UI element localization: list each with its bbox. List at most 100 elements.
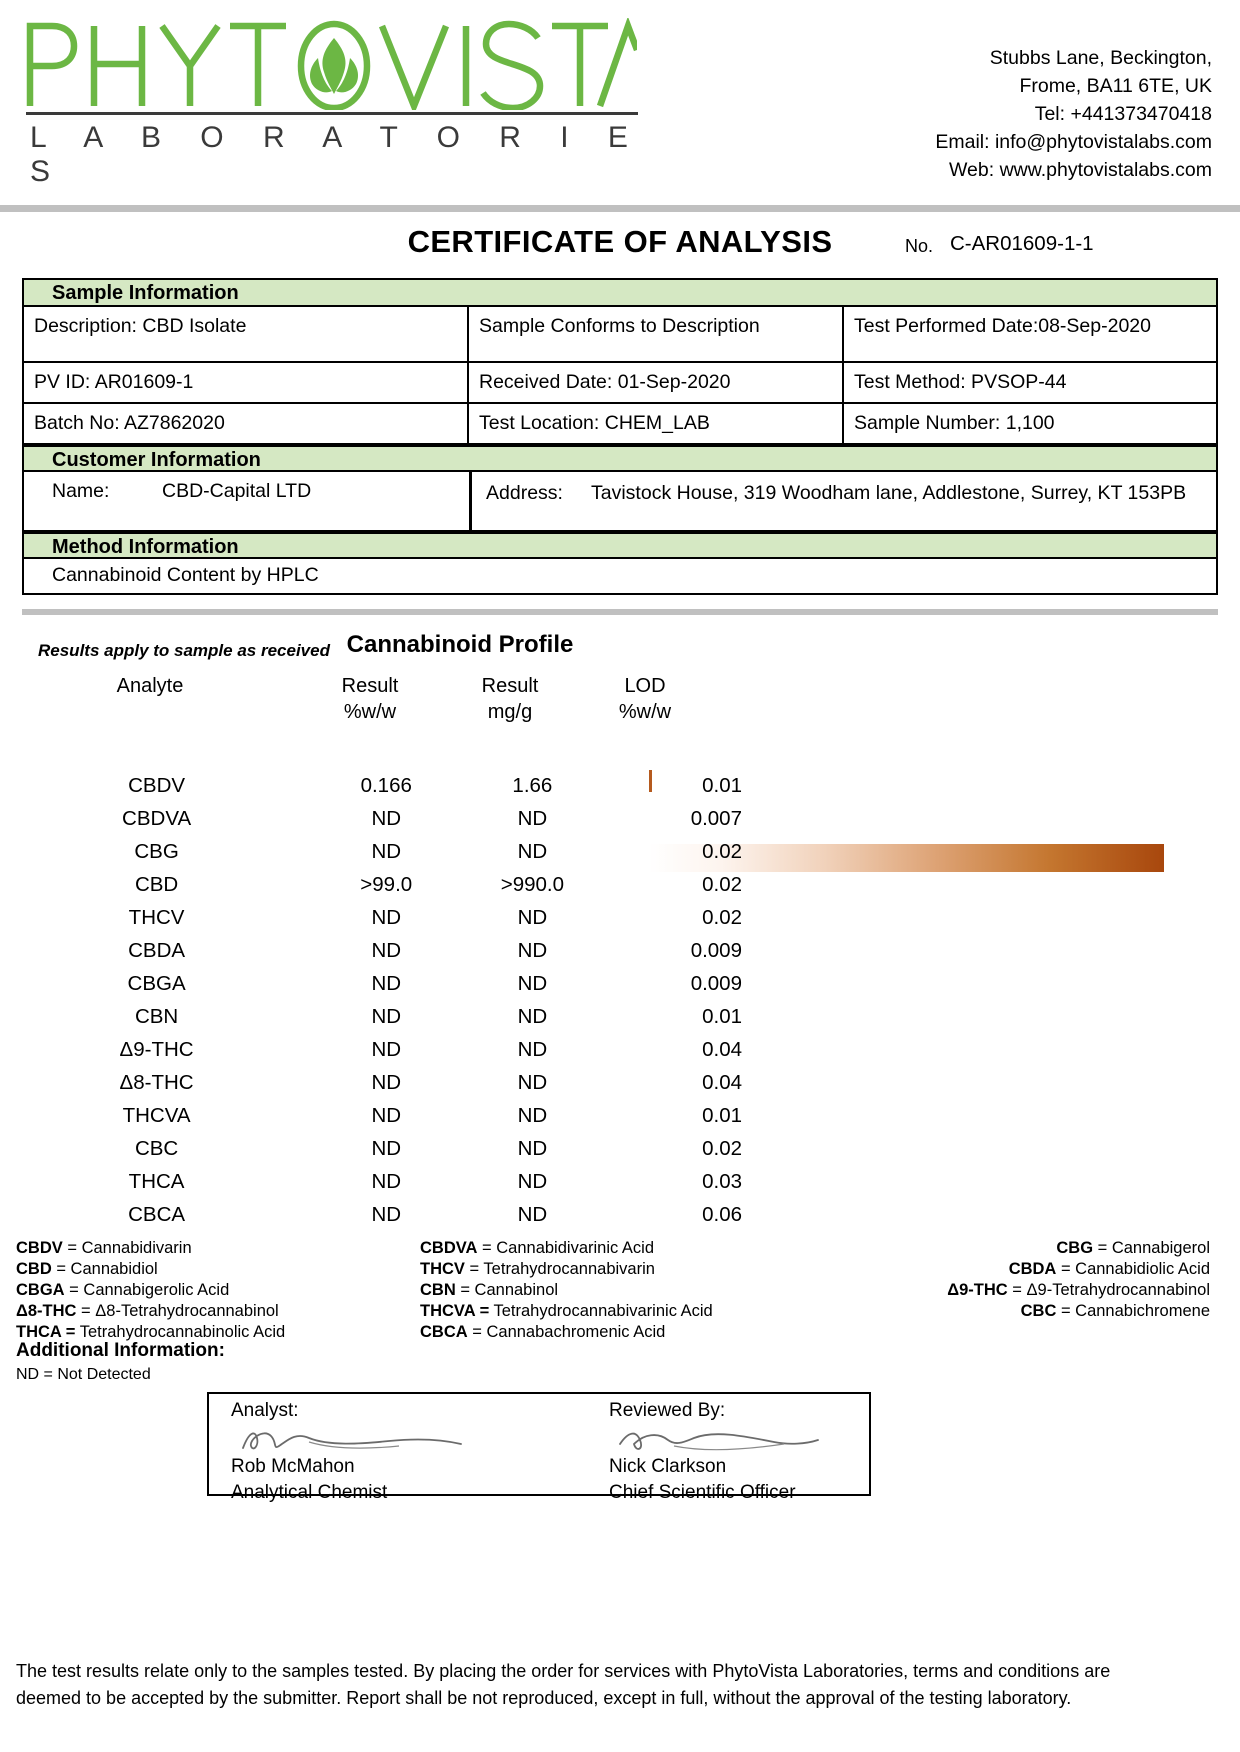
analyte-result-mgg: ND xyxy=(517,1202,548,1226)
analyte-lod: 0.02 xyxy=(702,1136,742,1160)
analyte-result-mgg: 1.66 xyxy=(512,773,553,797)
analyte-lod: 0.009 xyxy=(690,938,742,962)
column-header-lod-line2: %w/w xyxy=(618,701,672,723)
customer-address-value: Tavistock House, 319 Woodham lane, Addle… xyxy=(591,482,1187,504)
logo-subtitle: L A B O R A T O R I E S xyxy=(30,121,644,188)
table-row: CBDVA ND ND 0.007 xyxy=(0,802,760,835)
certificate-number-value: C-AR01609-1-1 xyxy=(950,232,1094,255)
analyte-name: CBN xyxy=(134,1004,179,1028)
analyte-lod: 0.04 xyxy=(702,1070,742,1094)
table-row: CBCA ND ND 0.06 xyxy=(0,1198,760,1231)
reviewer-signature-icon xyxy=(619,1432,819,1451)
contact-email: Email: info@phytovistalabs.com xyxy=(935,131,1212,153)
analyte-result-mgg: ND xyxy=(517,1169,548,1193)
legend-abbr: THCV xyxy=(420,1260,465,1278)
table-row: PV ID: AR01609-1 Received Date: 01-Sep-2… xyxy=(24,363,1216,404)
logo-wordmark xyxy=(22,18,662,110)
customer-row: Name: CBD-Capital LTD Address: Tavistock… xyxy=(24,472,1216,532)
legend-item: CBC = Cannabichromene xyxy=(870,1301,1240,1322)
legend-item: Δ9-THC = Δ9-Tetrahydrocannabinol xyxy=(870,1280,1240,1301)
footer-line-1: The test results relate only to the samp… xyxy=(16,1661,1111,1681)
analyte-name: CBGA xyxy=(127,971,186,995)
analyte-name: Δ8-THC xyxy=(119,1070,194,1094)
footer-disclaimer: The test results relate only to the samp… xyxy=(16,1658,1224,1712)
information-tables: Sample Information Description: CBD Isol… xyxy=(22,278,1218,595)
legend-def: Tetrahydrocannabinolic Acid xyxy=(75,1323,286,1341)
legend-def: = Cannabidivarinic Acid xyxy=(477,1239,655,1257)
analyte-lod: 0.01 xyxy=(702,773,742,797)
contact-address-line1: Stubbs Lane, Beckington, xyxy=(989,47,1212,69)
column-header-result-pct-line2: %w/w xyxy=(343,701,397,723)
analyte-result-pct: ND xyxy=(371,1136,402,1160)
analyst-label: Analyst: xyxy=(231,1400,299,1421)
table-row: CBDV 0.166 1.66 0.01 xyxy=(0,769,760,802)
legend-def: = Δ9-Tetrahydrocannabinol xyxy=(1007,1281,1210,1299)
analyte-lod: 0.009 xyxy=(690,971,742,995)
additional-information-heading: Additional Information: xyxy=(16,1340,225,1361)
analyte-result-pct: ND xyxy=(371,938,402,962)
legend-abbr: CBN xyxy=(420,1281,456,1299)
nd-definition-note: ND = Not Detected xyxy=(16,1366,151,1383)
legend-def: Tetrahydrocannabivarinic Acid xyxy=(489,1302,713,1320)
analyst-signature-icon xyxy=(242,1432,462,1450)
table-row: Batch No: AZ7862020 Test Location: CHEM_… xyxy=(24,404,1216,445)
analyte-result-mgg: ND xyxy=(517,938,548,962)
batch-no: Batch No: AZ7862020 xyxy=(24,404,469,443)
column-header-result-mgg-line2: mg/g xyxy=(487,701,533,723)
sample-information-band: Sample Information xyxy=(24,280,1216,307)
legend-item: Δ8-THC = Δ8-Tetrahydrocannabinol xyxy=(16,1301,420,1322)
brand-logo: L A B O R A T O R I E S xyxy=(22,18,662,189)
analyte-name: CBDA xyxy=(128,938,186,962)
analyst-role: Analytical Chemist xyxy=(231,1482,388,1503)
test-performed-date: Test Performed Date:08-Sep-2020 xyxy=(854,315,1151,337)
analyte-result-pct: ND xyxy=(371,1070,402,1094)
analyte-result-mgg: ND xyxy=(517,806,548,830)
legend-def: = Δ8-Tetrahydrocannabinol xyxy=(76,1302,279,1320)
legend-abbr: CBDV xyxy=(16,1239,63,1257)
legend-item: CBN = Cannabinol xyxy=(420,1280,870,1301)
legend-abbr: Δ8-THC xyxy=(16,1302,77,1320)
contact-address-line2: Frome, BA11 6TE, UK xyxy=(1019,75,1212,97)
analyte-name: THCVA xyxy=(122,1103,191,1127)
legend-column-1: CBDV = Cannabidivarin CBD = Cannabidiol … xyxy=(0,1238,420,1343)
analyst-name: Rob McMahon xyxy=(231,1456,355,1477)
column-header-result-mgg-line1: Result xyxy=(481,675,539,697)
legend-def: = Cannabachromenic Acid xyxy=(467,1323,666,1341)
analyte-lod: 0.04 xyxy=(702,1037,742,1061)
received-date: Received Date: 01-Sep-2020 xyxy=(469,363,844,402)
cannabinoid-profile-title: Cannabinoid Profile xyxy=(346,631,574,658)
analyte-name: CBDVA xyxy=(122,806,192,830)
analyte-lod: 0.007 xyxy=(690,806,742,830)
legend-def: = Tetrahydrocannabivarin xyxy=(464,1260,655,1278)
analyte-result-mgg: ND xyxy=(517,1004,548,1028)
cannabinoid-results-table: CBDV 0.166 1.66 0.01 CBDVA ND ND 0.007 C… xyxy=(0,769,760,1231)
sample-description: Description: CBD Isolate xyxy=(24,307,469,361)
legend-item: THCVA = Tetrahydrocannabivarinic Acid xyxy=(420,1301,870,1322)
document-header: L A B O R A T O R I E S Stubbs Lane, Bec… xyxy=(0,0,1240,189)
table-row: THCVA ND ND 0.01 xyxy=(0,1099,760,1132)
column-header-result-mgg: Result mg/g xyxy=(440,675,580,724)
table-row: CBDA ND ND 0.009 xyxy=(0,934,760,967)
legend-def: = Cannabidivarin xyxy=(62,1239,192,1257)
analyte-result-pct: ND xyxy=(371,839,402,863)
results-applicability-note: Results apply to sample as received xyxy=(38,641,330,660)
analyte-result-pct: ND xyxy=(371,806,402,830)
table-row: CBN ND ND 0.01 xyxy=(0,1000,760,1033)
table-row: Δ8-THC ND ND 0.04 xyxy=(0,1066,760,1099)
table-row: CBC ND ND 0.02 xyxy=(0,1132,760,1165)
analyte-lod: 0.02 xyxy=(702,839,742,863)
customer-address-block: Address: Tavistock House, 319 Woodham la… xyxy=(469,472,1216,530)
analyte-lod: 0.02 xyxy=(702,905,742,929)
contact-phone: Tel: +441373470418 xyxy=(1034,103,1212,125)
legend-abbr: CBGA xyxy=(16,1281,65,1299)
analyte-name: CBDV xyxy=(128,773,186,797)
analyte-result-mgg: ND xyxy=(517,905,548,929)
legend-abbr: THCA = xyxy=(16,1323,76,1341)
cbd-concentration-gradient-bar xyxy=(649,844,1164,872)
legend-item: CBDV = Cannabidivarin xyxy=(16,1238,420,1259)
table-row: Δ9-THC ND ND 0.04 xyxy=(0,1033,760,1066)
results-divider xyxy=(22,609,1218,615)
analyte-result-mgg: ND xyxy=(517,1070,548,1094)
reviewer-role: Chief Scientific Officer xyxy=(609,1482,796,1503)
analyte-lod: 0.01 xyxy=(702,1103,742,1127)
